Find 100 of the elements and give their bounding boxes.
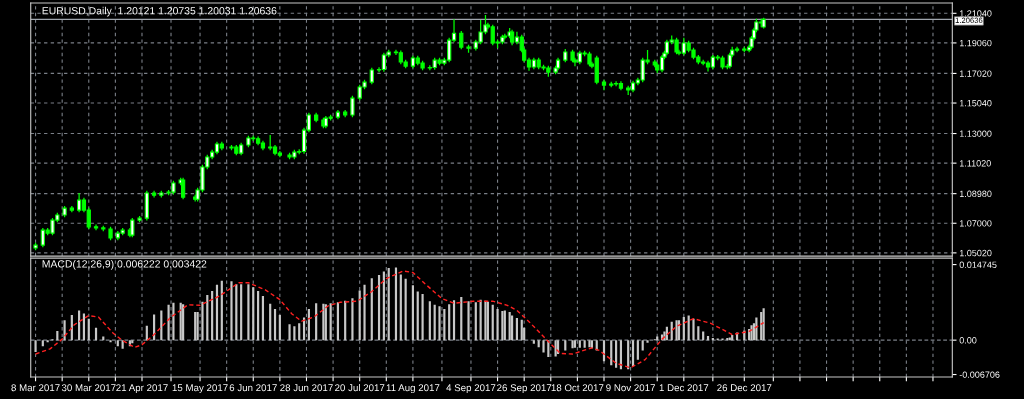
x-tick-label: 9 Nov 2017 xyxy=(606,384,655,392)
bar xyxy=(491,304,494,341)
x-tick-label: 20 Jul 2017 xyxy=(335,384,385,392)
y-tick-label: 1.05020 xyxy=(959,249,992,257)
bar xyxy=(46,340,49,343)
line-series xyxy=(34,270,765,369)
y-tick-label: 1.17020 xyxy=(959,70,992,77)
bar xyxy=(697,326,700,341)
bar xyxy=(532,340,535,344)
bar xyxy=(172,302,175,341)
bar xyxy=(351,298,354,341)
bar xyxy=(636,340,639,360)
bar xyxy=(206,295,209,341)
x-tick-label: 6 Jun 2017 xyxy=(229,384,277,392)
bar xyxy=(496,308,499,341)
bar xyxy=(479,299,482,341)
x-tick-label: 11 Aug 2017 xyxy=(386,384,440,394)
bar xyxy=(411,285,414,341)
bar xyxy=(377,275,381,341)
bar xyxy=(273,308,277,341)
chart-title: EURUSD,Daily 1.20121 1.20735 1.20031 1.20636 xyxy=(42,6,277,17)
x-tick-label: 4 Sep 2017 xyxy=(446,384,496,394)
bar xyxy=(460,297,463,341)
bar xyxy=(370,278,373,341)
bar xyxy=(34,340,37,352)
bar xyxy=(474,302,477,341)
x-tick-label: 21 Apr 2017 xyxy=(116,384,168,394)
bar xyxy=(63,320,66,341)
x-tick-label: 28 Jun 2017 xyxy=(280,384,333,392)
bar xyxy=(109,340,112,343)
bar xyxy=(416,291,419,341)
bar xyxy=(298,323,301,341)
bar xyxy=(564,340,567,351)
bar xyxy=(278,315,281,341)
bar xyxy=(399,274,402,341)
x-tick-label: 26 Sep 2017 xyxy=(497,384,552,394)
bar xyxy=(646,340,649,343)
y-tick-label: 1.07000 xyxy=(959,220,992,227)
y-tick-label: 1.13000 xyxy=(959,130,992,137)
candlestick xyxy=(350,95,355,118)
y-tick-label: 0.00 xyxy=(959,337,977,344)
bar xyxy=(336,302,340,341)
bar xyxy=(261,296,265,341)
x-tick-label: 30 Mar 2017 xyxy=(61,384,116,392)
y-tick-label: 0.014745 xyxy=(959,261,997,268)
bar xyxy=(573,340,577,348)
bar xyxy=(443,308,446,341)
bar xyxy=(641,340,644,351)
bar xyxy=(542,340,545,353)
bar xyxy=(711,338,714,341)
candlestick xyxy=(613,80,619,87)
bar xyxy=(692,318,695,341)
bar xyxy=(252,287,255,341)
bar xyxy=(160,310,163,341)
bar xyxy=(257,290,260,341)
bar xyxy=(578,340,581,348)
bar xyxy=(433,304,436,341)
y-tick-label: 1.21040 xyxy=(959,10,992,17)
y-tick-label: 1.08980 xyxy=(959,190,992,198)
bar xyxy=(421,294,424,341)
bar xyxy=(41,340,44,347)
bar xyxy=(702,331,705,341)
bar xyxy=(288,324,291,341)
candlestick xyxy=(76,192,82,213)
bar xyxy=(240,284,243,341)
bar xyxy=(571,340,574,349)
bar xyxy=(404,278,407,341)
bar xyxy=(293,326,296,341)
bar xyxy=(235,284,238,341)
y-tick-label: 1.15040 xyxy=(959,100,992,107)
bar xyxy=(387,267,390,341)
bar xyxy=(329,303,332,341)
y-tick-label: -0.006706 xyxy=(959,371,1000,378)
bar xyxy=(78,310,81,341)
bar xyxy=(583,340,586,348)
bar xyxy=(438,306,441,341)
x-tick-label: 8 Mar 2017 xyxy=(11,384,60,392)
bar xyxy=(448,304,451,341)
bar xyxy=(508,311,511,341)
bar xyxy=(394,267,398,341)
bar xyxy=(363,284,366,341)
x-tick-label: 15 May 2017 xyxy=(172,384,228,394)
bar xyxy=(428,301,431,341)
bar xyxy=(82,313,86,341)
bar xyxy=(201,301,204,341)
x-tick-label: 18 Oct 2017 xyxy=(551,384,604,392)
chart-title: MACD(12,26,9) 0.006222 0.003422 xyxy=(42,259,207,270)
bar xyxy=(615,340,618,368)
bar xyxy=(682,317,685,341)
bar xyxy=(269,303,272,341)
bar xyxy=(382,271,385,341)
bar xyxy=(452,300,456,341)
bar xyxy=(247,284,250,341)
x-tick-label: 1 Dec 2017 xyxy=(659,384,709,392)
candlestick xyxy=(459,30,464,50)
y-tick-label: 1.19060 xyxy=(959,39,992,47)
bar xyxy=(56,330,59,341)
bar xyxy=(116,340,119,347)
candlestick xyxy=(381,52,387,73)
bar xyxy=(515,318,519,341)
